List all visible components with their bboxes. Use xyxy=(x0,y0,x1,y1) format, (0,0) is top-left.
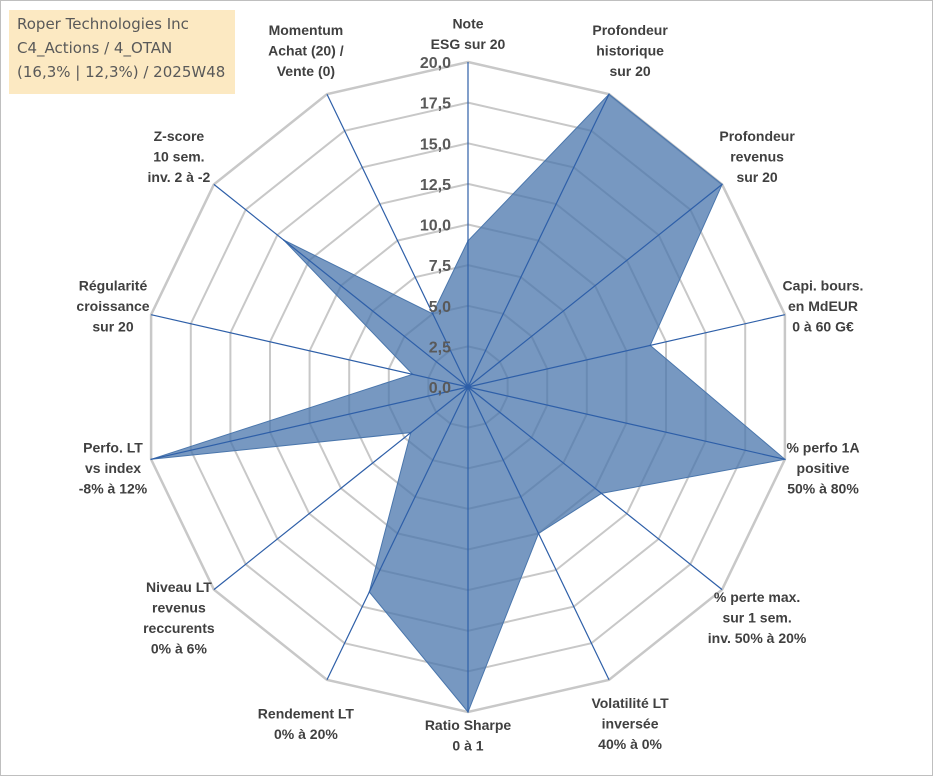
axis-label: Profondeur revenus sur 20 xyxy=(719,128,795,185)
axis-label-line: 40% à 0% xyxy=(598,736,662,752)
axis-label-line: Volatilité LT xyxy=(591,695,669,711)
axis-label-line: Perfo. LT xyxy=(83,440,143,456)
axis-line xyxy=(326,386,469,681)
axis-label-line: Ratio Sharpe xyxy=(425,717,512,733)
axis-label-line: Régularité xyxy=(79,278,148,294)
axis-label-line: Capi. bours. xyxy=(783,278,864,294)
axis-label-line: sur 20 xyxy=(92,319,133,335)
axis-line xyxy=(467,386,610,681)
axis-label-line: revenus xyxy=(152,599,206,615)
axis-label-line: Profondeur xyxy=(592,22,668,38)
axis-label-line: 0% à 6% xyxy=(151,640,208,656)
radar-tick-labels: 0,0 2,5 5,0 7,5 10,0 12,5 15,0 17,5 20,0 xyxy=(420,55,451,397)
axis-label: Ratio Sharpe 0 à 1 xyxy=(425,717,512,754)
radar-axis-labels: Note ESG sur 20 Profondeur historique sur 20… xyxy=(76,16,863,754)
tick-label: 20,0 xyxy=(420,55,451,72)
axis-label-line: Note xyxy=(452,16,483,32)
axis-label-line: reccurents xyxy=(143,620,215,636)
chart-header-box: Roper Technologies Inc C4_Actions / 4_OT… xyxy=(9,10,235,94)
axis-line xyxy=(467,386,786,460)
axis-label: Note ESG sur 20 xyxy=(431,16,506,53)
tick-label: 2,5 xyxy=(429,339,451,356)
axis-label: Perfo. LT vs index -8% à 12% xyxy=(79,440,148,497)
axis-line xyxy=(467,93,610,388)
axis-label: Z-score 10 sem. inv. 2 à -2 xyxy=(148,128,211,185)
axis-label-line: croissance xyxy=(76,298,149,314)
axis-label-line: sur 20 xyxy=(609,63,650,79)
axis-label-line: 50% à 80% xyxy=(787,481,859,497)
axis-label-line: inv. 2 à -2 xyxy=(148,169,211,185)
axis-label: Volatilité LT inversée 40% à 0% xyxy=(591,695,669,752)
axis-line xyxy=(467,183,723,388)
axis-line xyxy=(326,93,469,388)
axis-line xyxy=(150,314,469,388)
axis-label-line: sur 20 xyxy=(736,169,777,185)
axis-label-line: Niveau LT xyxy=(146,579,212,595)
radar-axes xyxy=(150,62,786,712)
axis-line xyxy=(213,386,469,591)
axis-label-line: inv. 50% à 20% xyxy=(708,630,807,646)
header-line-3: (16,3% | 12,3%) / 2025W48 xyxy=(17,63,226,81)
axis-label-line: 0 à 1 xyxy=(452,738,483,754)
axis-label-line: historique xyxy=(596,42,664,58)
axis-label: Rendement LT 0% à 20% xyxy=(258,705,355,742)
axis-label-line: Rendement LT xyxy=(258,705,355,721)
axis-label-line: % perte max. xyxy=(714,589,800,605)
tick-label: 5,0 xyxy=(429,299,451,316)
header-line-2: C4_Actions / 4_OTAN xyxy=(17,39,173,57)
axis-label: Momentum Achat (20) / Vente (0) xyxy=(268,22,344,79)
axis-label-line: vs index xyxy=(85,460,141,476)
axis-label-line: Achat (20) / xyxy=(268,42,344,58)
tick-label: 0,0 xyxy=(429,380,451,397)
tick-label: 15,0 xyxy=(420,136,451,153)
axis-label: % perfo 1A positive 50% à 80% xyxy=(786,440,859,497)
tick-label: 12,5 xyxy=(420,177,451,194)
axis-line xyxy=(467,386,723,591)
axis-label-line: en MdEUR xyxy=(788,298,858,314)
tick-label: 17,5 xyxy=(420,96,451,113)
axis-label-line: 10 sem. xyxy=(153,149,204,165)
axis-label-line: 0 à 60 G€ xyxy=(792,319,854,335)
axis-label-line: -8% à 12% xyxy=(79,481,148,497)
tick-label: 7,5 xyxy=(429,258,451,275)
axis-label-line: revenus xyxy=(730,149,784,165)
axis-label-line: sur 1 sem. xyxy=(722,610,791,626)
axis-line xyxy=(467,314,786,388)
axis-label-line: inversée xyxy=(602,716,659,732)
axis-label-line: 0% à 20% xyxy=(274,726,338,742)
axis-label-line: Profondeur xyxy=(719,128,795,144)
axis-label: Régularité croissance sur 20 xyxy=(76,278,149,335)
axis-line xyxy=(150,386,469,460)
tick-label: 10,0 xyxy=(420,218,451,235)
axis-label-line: ESG sur 20 xyxy=(431,36,506,52)
axis-label: Capi. bours. en MdEUR 0 à 60 G€ xyxy=(783,278,864,335)
axis-label-line: Momentum xyxy=(269,22,344,38)
axis-label-line: Z-score xyxy=(154,128,205,144)
axis-label: Niveau LT revenus reccurents 0% à 6% xyxy=(143,579,215,657)
axis-label-line: Vente (0) xyxy=(277,63,335,79)
axis-label-line: positive xyxy=(797,460,850,476)
header-line-1: Roper Technologies Inc xyxy=(17,15,189,33)
axis-line xyxy=(213,183,469,388)
axis-label: % perte max. sur 1 sem. inv. 50% à 20% xyxy=(708,589,807,646)
axis-label: Profondeur historique sur 20 xyxy=(592,22,668,79)
axis-label-line: % perfo 1A xyxy=(786,440,859,456)
